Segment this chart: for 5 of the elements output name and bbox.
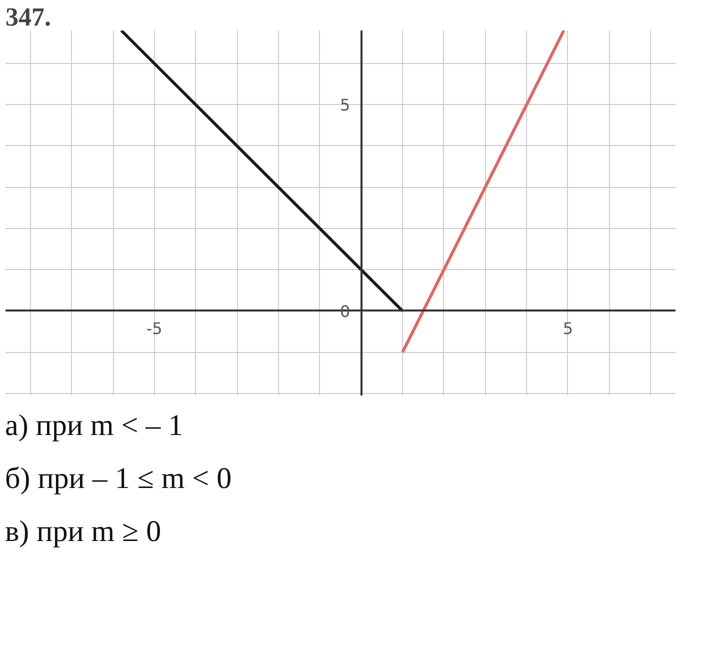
- chart-title: 347.: [6, 2, 51, 32]
- x-tick-label: -5: [146, 318, 162, 338]
- text: б) при – 1 ≤ m < 0: [5, 460, 232, 497]
- text: а) при m < – 1: [5, 408, 184, 444]
- text: в) при m ≥ 0: [5, 514, 162, 550]
